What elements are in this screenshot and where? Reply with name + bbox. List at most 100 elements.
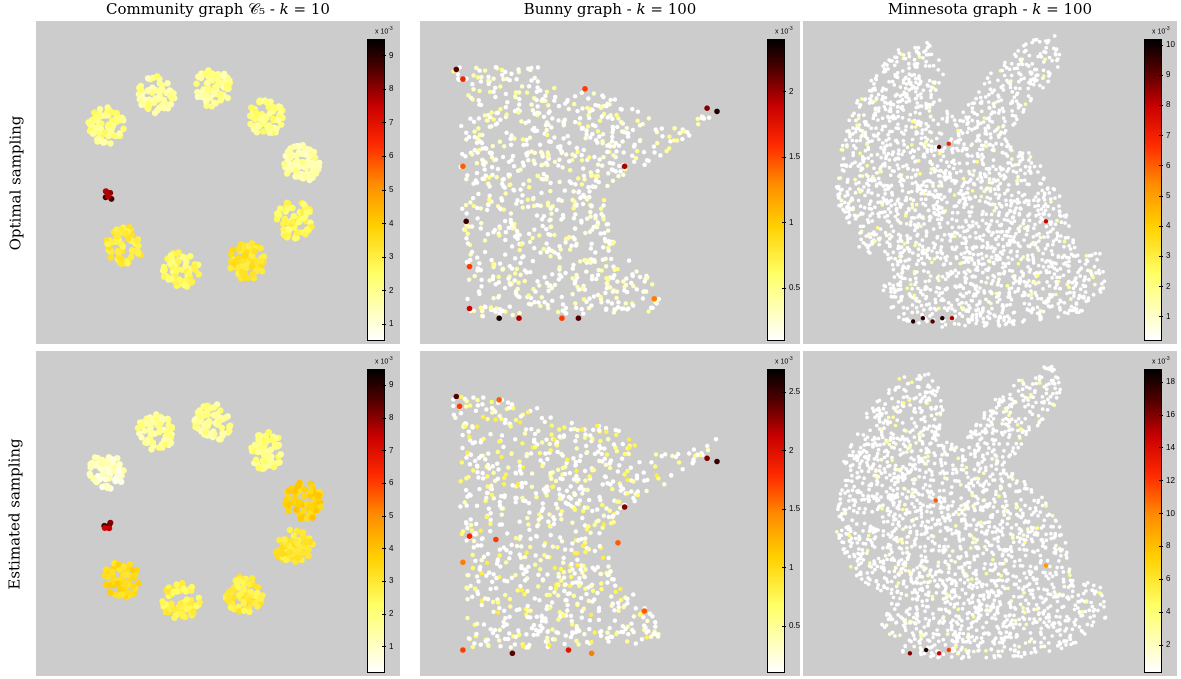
- graph-node: [846, 128, 851, 133]
- graph-node: [958, 234, 962, 238]
- graph-node: [953, 230, 957, 235]
- graph-node: [595, 129, 601, 134]
- graph-node: [898, 85, 903, 89]
- graph-node: [931, 241, 936, 245]
- graph-node: [939, 245, 944, 249]
- graph-node: [860, 174, 865, 178]
- graph-node: [614, 149, 619, 154]
- graph-node: [985, 315, 990, 319]
- graph-node: [563, 240, 568, 245]
- graph-node: [953, 309, 957, 313]
- graph-node: [979, 252, 984, 256]
- graph-node: [913, 45, 917, 50]
- graph-node: [488, 511, 493, 516]
- graph-node: [467, 403, 473, 408]
- graph-node: [615, 305, 621, 310]
- graph-node: [483, 160, 488, 165]
- graph-node: [513, 291, 519, 296]
- graph-node: [898, 173, 902, 177]
- graph-node: [937, 98, 942, 102]
- graph-node: [582, 523, 588, 528]
- graph-node: [101, 138, 109, 146]
- graph-node: [870, 100, 875, 105]
- graph-node: [535, 104, 540, 109]
- colorbar-tick-label: 1: [1158, 311, 1171, 321]
- graph-node: [539, 176, 544, 182]
- graph-node: [902, 311, 906, 316]
- graph-node: [490, 599, 496, 605]
- graph-node: [574, 203, 579, 208]
- graph-node: [583, 230, 588, 236]
- graph-node: [1010, 100, 1014, 105]
- graph-node: [1008, 147, 1013, 152]
- graph-node: [1009, 220, 1013, 224]
- graph-node: [865, 163, 869, 168]
- graph-node: [1045, 280, 1049, 284]
- graph-node: [1025, 257, 1030, 261]
- graph-node: [612, 273, 617, 278]
- graph-node: [992, 88, 996, 92]
- graph-node: [858, 190, 862, 194]
- graph-node: [920, 189, 925, 193]
- graph-node: [266, 129, 273, 136]
- graph-node: [125, 235, 132, 242]
- graph-node: [878, 180, 882, 185]
- graph-node: [935, 251, 939, 255]
- graph-node: [919, 95, 923, 100]
- graph-node: [1054, 237, 1059, 241]
- graph-node: [520, 205, 525, 210]
- graph-node: [952, 321, 957, 326]
- graph-node: [870, 242, 875, 246]
- graph-node: [1022, 318, 1027, 322]
- graph-node: [954, 255, 959, 259]
- graph-node: [972, 245, 977, 249]
- graph-node: [880, 203, 885, 207]
- graph-node: [548, 206, 553, 211]
- graph-node: [989, 246, 993, 250]
- sampled-node: [102, 188, 109, 195]
- graph-node: [857, 187, 861, 191]
- graph-node: [180, 612, 187, 619]
- graph-node: [468, 200, 473, 205]
- graph-node: [1057, 213, 1062, 218]
- graph-node: [532, 245, 537, 251]
- graph-node: [290, 143, 298, 150]
- graph-node: [467, 462, 473, 467]
- graph-node: [200, 403, 207, 410]
- graph-node: [517, 607, 522, 612]
- graph-node: [937, 131, 942, 135]
- graph-node: [590, 227, 595, 232]
- graph-node: [989, 212, 994, 217]
- graph-node: [903, 259, 907, 263]
- graph-node: [933, 300, 938, 305]
- graph-node: [1023, 171, 1027, 176]
- graph-node: [501, 619, 506, 625]
- community-cluster: [247, 97, 286, 137]
- graph-node: [598, 633, 604, 638]
- graph-node: [992, 208, 997, 213]
- graph-node: [848, 164, 853, 168]
- graph-node: [573, 212, 578, 217]
- colorbar-exponent-power: -3: [388, 356, 393, 362]
- graph-node: [966, 103, 971, 107]
- graph-node: [858, 174, 862, 178]
- graph-node: [905, 306, 910, 311]
- graph-node: [559, 149, 565, 154]
- graph-node: [530, 235, 535, 241]
- graph-node: [873, 113, 878, 117]
- graph-node: [893, 214, 898, 219]
- graph-node: [853, 130, 858, 134]
- graph-node: [953, 268, 958, 273]
- graph-node: [909, 175, 914, 180]
- graph-node: [967, 115, 971, 119]
- graph-node: [984, 254, 989, 258]
- colorbar-tick-label: 9: [381, 380, 394, 390]
- graph-node: [486, 181, 491, 186]
- graph-node: [599, 581, 604, 586]
- graph-node: [873, 205, 877, 209]
- graph-node: [223, 81, 230, 89]
- graph-node: [872, 82, 876, 86]
- graph-node: [588, 246, 594, 251]
- graph-node: [888, 59, 893, 63]
- graph-node: [303, 538, 310, 545]
